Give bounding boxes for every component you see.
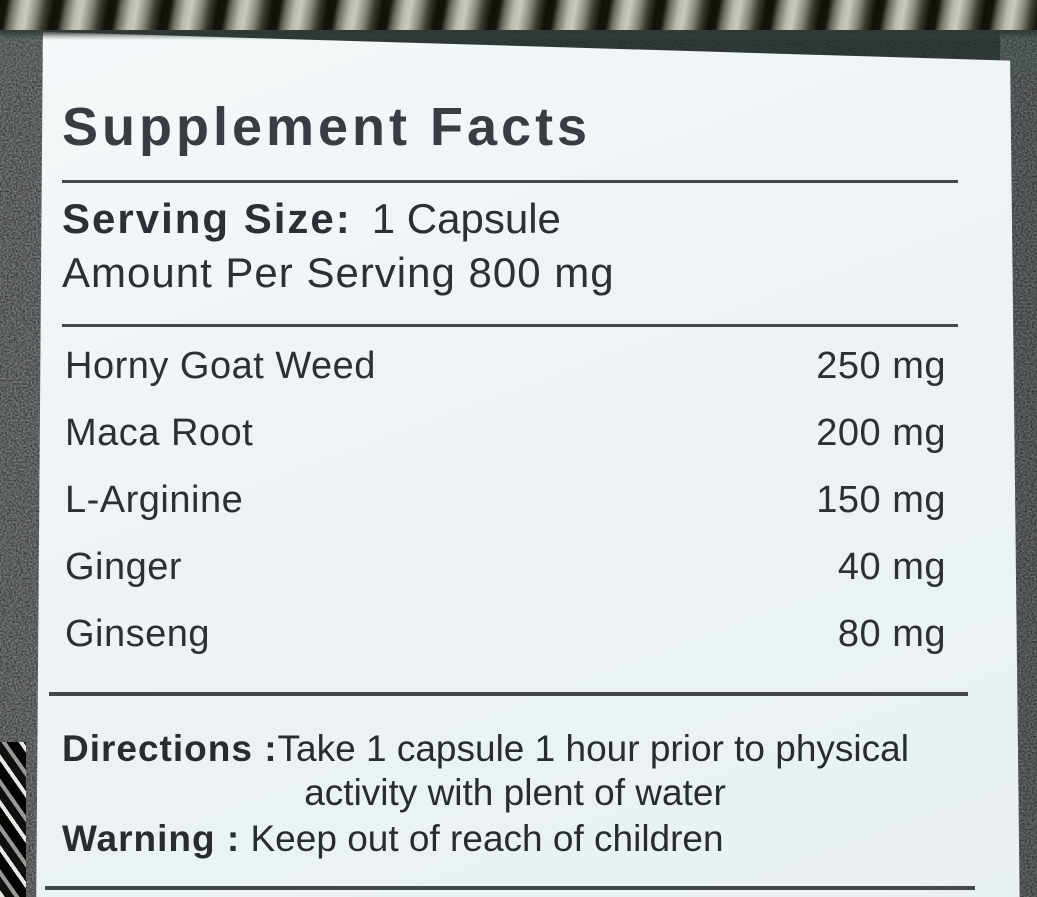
ingredient-row: Maca Root 200 mg: [65, 412, 946, 455]
divider-above-ingredients: [62, 324, 958, 327]
divider-bottom: [45, 886, 975, 890]
ingredient-amount: 250 mg: [816, 345, 946, 387]
ingredient-amount: 150 mg: [816, 479, 946, 521]
ingredient-amount: 80 mg: [837, 613, 946, 655]
ingredient-amount: 40 mg: [837, 546, 946, 588]
ingredient-name: Ginger: [65, 546, 183, 588]
ingredient-row: L-Arginine 150 mg: [65, 479, 946, 522]
ingredient-row: Horny Goat Weed 250 mg: [65, 345, 946, 388]
warning-label: Warning :: [62, 818, 241, 859]
warning-line: Warning : Keep out of reach of children: [62, 818, 724, 860]
serving-size-label: Serving Size:: [62, 195, 352, 242]
directions-text-line2: activity with plent of water: [304, 772, 726, 813]
ingredient-name: Maca Root: [65, 412, 254, 454]
ingredient-name: Ginseng: [65, 613, 211, 655]
label-title: Supplement Facts: [62, 97, 592, 157]
serving-size-line: Serving Size: 1 Capsule: [62, 195, 561, 243]
supplement-label-panel: Supplement Facts Serving Size: 1 Capsule …: [36, 31, 1020, 897]
divider-above-directions: [49, 692, 968, 696]
amount-per-serving: Amount Per Serving 800 mg: [62, 249, 615, 296]
serving-size-value: 1 Capsule: [371, 195, 561, 242]
cord-edge: [0, 742, 26, 897]
directions-text-line1: Take 1 capsule 1 hour prior to physical: [277, 728, 909, 769]
ingredient-amount: 200 mg: [816, 412, 946, 454]
ingredient-name: Horny Goat Weed: [65, 345, 376, 387]
divider-under-title: [62, 180, 958, 183]
directions-label: Directions :: [62, 728, 278, 769]
ingredient-name: L-Arginine: [65, 479, 244, 521]
ingredient-row: Ginseng 80 mg: [65, 613, 946, 656]
warning-text: Keep out of reach of children: [250, 818, 724, 859]
ingredient-row: Ginger 40 mg: [65, 546, 946, 589]
rope-trim: [0, 0, 1037, 40]
directions-line: Directions :Take 1 capsule 1 hour prior …: [62, 728, 909, 770]
